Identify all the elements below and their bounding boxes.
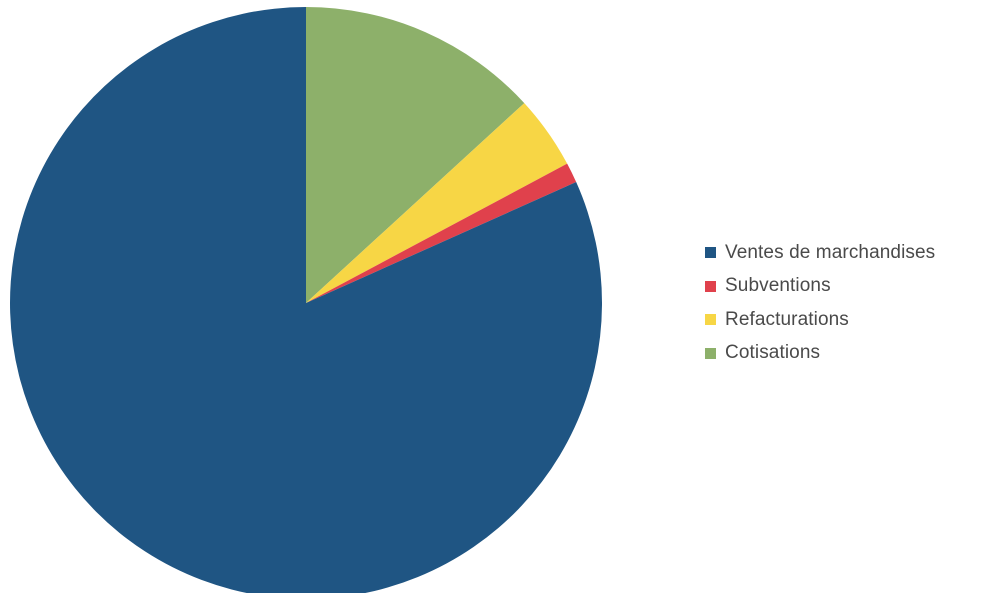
legend-swatch-subventions xyxy=(705,280,716,292)
legend-item-cotisations: Cotisations xyxy=(705,337,935,371)
pie-slice-cotisations xyxy=(306,7,525,303)
legend-label-refacturations: Refacturations xyxy=(725,308,849,330)
legend-swatch-cotisations xyxy=(705,347,716,359)
legend-swatch-ventes-de-marchandises xyxy=(705,247,716,259)
chart-legend: Ventes de marchandises Subventions Refac… xyxy=(705,236,935,370)
legend-label-ventes-de-marchandises: Ventes de marchandises xyxy=(725,241,936,263)
legend-item-subventions: Subventions xyxy=(705,270,935,304)
pie-slice-subventions xyxy=(306,163,577,303)
pie-slice-refacturations xyxy=(306,103,568,303)
legend-item-refacturations: Refacturations xyxy=(705,303,935,337)
legend-label-subventions: Subventions xyxy=(725,275,831,297)
legend-item-ventes-de-marchandises: Ventes de marchandises xyxy=(705,236,935,270)
pie-slice-ventes-de-marchandises xyxy=(10,7,602,593)
legend-swatch-refacturations xyxy=(705,314,716,326)
legend-label-cotisations: Cotisations xyxy=(725,342,821,364)
